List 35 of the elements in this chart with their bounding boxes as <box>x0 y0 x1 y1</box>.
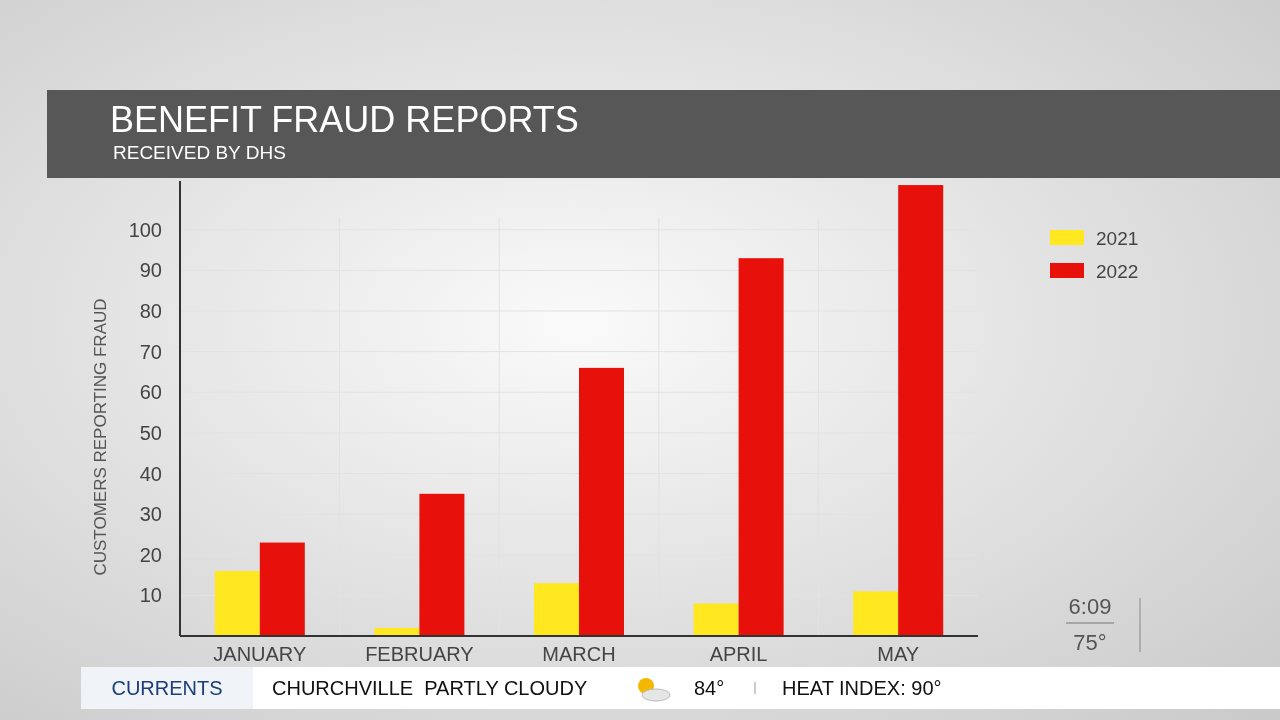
bar <box>214 571 260 636</box>
y-tick-label: 30 <box>139 503 162 526</box>
y-tick-label: 90 <box>139 259 162 282</box>
chart-subtitle: RECEIVED BY DHS <box>113 142 286 163</box>
y-tick-label: 100 <box>128 218 162 241</box>
text: HEAT INDEX: 90° <box>782 677 942 699</box>
text: CURRENTS <box>111 677 223 699</box>
y-tick-label: 10 <box>139 584 162 607</box>
x-tick-label: FEBRUARY <box>365 643 474 665</box>
bar <box>693 603 739 636</box>
text: 75° <box>1073 630 1107 655</box>
x-tick-label: JANUARY <box>213 643 307 665</box>
y-tick-label: 70 <box>139 340 162 363</box>
legend-label: 2022 <box>1096 260 1139 282</box>
x-tick-label: APRIL <box>709 643 768 665</box>
chart-title: BENEFIT FRAUD REPORTS <box>110 99 579 140</box>
bar <box>898 185 944 636</box>
bar <box>579 367 624 636</box>
bar <box>534 583 579 636</box>
text: CHURCHVILLE PARTLY CLOUDY <box>272 677 588 699</box>
bar <box>419 493 465 636</box>
y-tick-label: 80 <box>139 300 162 322</box>
y-tick-label: 60 <box>139 381 162 404</box>
bar <box>853 591 899 636</box>
text: 84° <box>694 677 725 699</box>
y-tick-label: 40 <box>139 462 162 485</box>
y-tick-label: 20 <box>139 543 162 566</box>
y-axis-title: CUSTOMERS REPORTING FRAUD <box>91 298 110 576</box>
x-tick-label: MARCH <box>542 643 616 665</box>
x-tick-label: MAY <box>877 643 920 665</box>
y-tick-label: 50 <box>139 421 162 444</box>
bar <box>259 542 305 636</box>
text: 6:09 <box>1068 594 1112 619</box>
bar <box>738 258 784 636</box>
legend-label: 2021 <box>1096 227 1139 249</box>
